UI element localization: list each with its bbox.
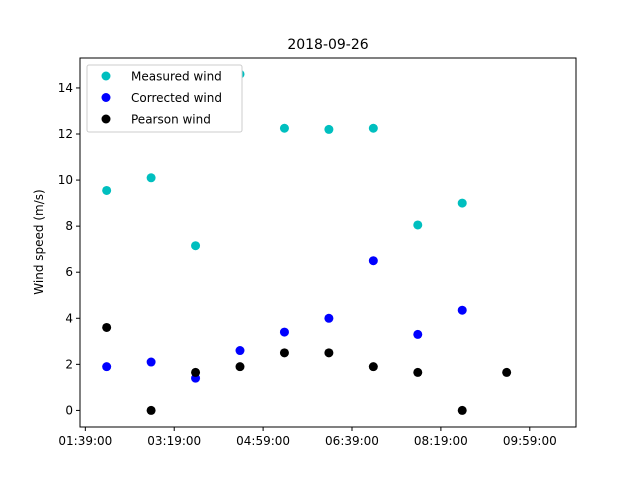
measured-wind-point [279,123,289,133]
y-tick-label: 2 [65,357,73,371]
y-axis: 0 2 4 6 8 10 12 14 [58,81,80,417]
chart-title: 2018-09-26 [287,37,368,53]
x-tick-label: 01:39:00 [58,434,112,448]
y-tick-label: 14 [58,81,73,95]
y-tick-label: 4 [65,311,73,325]
x-tick-label: 08:19:00 [414,434,468,448]
pearson-wind-point [324,348,334,358]
legend-box [86,64,243,133]
measured-wind-point [457,198,467,208]
y-axis-label: Wind speed (m/s) [32,189,46,294]
x-axis: 01:39:00 03:19:00 04:59:00 06:39:00 08:19:00… [58,427,557,448]
pearson-wind-point [413,367,423,377]
legend-marker-corrected-wind [101,93,111,102]
y-tick-label: 6 [65,265,73,279]
measured-wind-point [413,220,423,230]
measured-wind-point [324,124,334,134]
x-tick-label: 09:59:00 [503,434,557,448]
pearson-wind-point [457,405,467,415]
pearson-wind-point [146,405,156,415]
x-tick-label: 03:19:00 [147,434,201,448]
pearson-wind-point [102,322,112,332]
y-tick-label: 0 [65,403,73,417]
corrected-wind-point [368,256,378,266]
corrected-wind-point [413,329,423,339]
measured-wind-point [368,123,378,133]
plot-frame [79,57,577,428]
corrected-wind-point [146,357,156,367]
legend-label-measured-wind: Measured wind [131,70,222,84]
legend: Measured wind Corrected wind Pearson wind [86,64,243,133]
y-tick-label: 8 [65,219,73,233]
corrected-wind-point [102,362,112,372]
corrected-wind-point [235,346,245,356]
pearson-wind-point [191,367,201,377]
pearson-wind-point [279,348,289,358]
legend-marker-pearson-wind [101,114,111,124]
y-tick-label: 10 [58,173,73,187]
legend-label-corrected-wind: Corrected wind [131,91,222,105]
measured-wind-point [191,241,201,251]
pearson-wind-point [502,367,512,377]
legend-label-pearson-wind: Pearson wind [131,113,211,127]
y-tick-label: 12 [58,127,73,141]
x-tick-label: 06:39:00 [325,434,379,448]
corrected-wind-point [457,305,467,315]
measured-wind-point [146,173,156,183]
legend-marker-measured-wind [101,71,111,81]
measured-wind-point [102,185,112,195]
corrected-wind-point [324,313,334,323]
pearson-wind-point [368,362,378,372]
x-tick-label: 04:59:00 [236,434,290,448]
corrected-wind-point [279,327,289,337]
pearson-wind-point [235,362,245,372]
